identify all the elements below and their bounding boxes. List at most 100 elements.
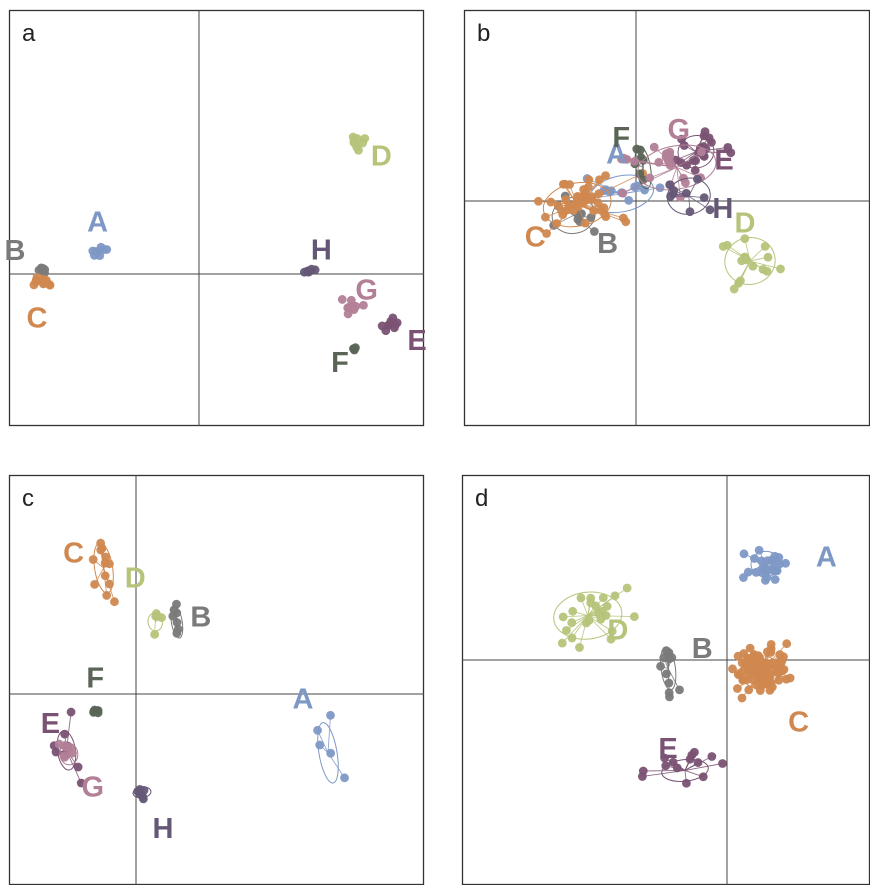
data-point bbox=[90, 251, 99, 260]
data-point bbox=[762, 573, 772, 582]
data-point bbox=[349, 344, 358, 353]
data-point bbox=[699, 193, 709, 203]
data-point bbox=[728, 664, 737, 674]
data-point bbox=[745, 643, 755, 653]
group-B bbox=[168, 599, 184, 639]
data-point bbox=[110, 597, 119, 607]
data-point bbox=[785, 673, 795, 683]
data-point bbox=[101, 552, 111, 562]
group-G bbox=[54, 739, 79, 766]
group-label: A bbox=[606, 138, 627, 170]
group-label: D bbox=[607, 614, 628, 646]
group-label: C bbox=[27, 303, 48, 335]
group-A bbox=[88, 242, 112, 261]
data-point bbox=[764, 662, 773, 672]
data-point bbox=[677, 134, 686, 144]
data-point bbox=[740, 252, 750, 262]
group-label: F bbox=[612, 122, 630, 154]
data-point bbox=[733, 670, 743, 679]
data-point bbox=[172, 618, 182, 627]
data-point bbox=[700, 127, 710, 137]
data-point bbox=[697, 147, 706, 157]
data-point bbox=[681, 188, 691, 198]
data-point bbox=[637, 772, 647, 781]
data-point bbox=[552, 219, 562, 228]
data-point bbox=[754, 659, 764, 669]
data-point bbox=[781, 558, 791, 568]
data-point bbox=[573, 214, 583, 224]
data-point bbox=[346, 295, 356, 305]
data-point bbox=[776, 656, 786, 666]
data-point bbox=[760, 241, 770, 251]
data-point bbox=[390, 320, 400, 330]
group-label: H bbox=[712, 193, 733, 225]
group-B bbox=[656, 646, 684, 702]
group-C bbox=[88, 538, 119, 607]
data-point bbox=[150, 629, 160, 639]
data-point bbox=[622, 583, 632, 593]
data-point bbox=[96, 538, 106, 548]
group-label: H bbox=[153, 813, 174, 845]
data-point bbox=[681, 778, 691, 788]
group-label: D bbox=[371, 141, 392, 173]
data-point bbox=[313, 725, 322, 735]
data-point bbox=[632, 144, 642, 154]
group-label: B bbox=[597, 228, 618, 260]
data-point bbox=[754, 676, 763, 686]
data-point bbox=[763, 252, 773, 262]
data-point bbox=[598, 593, 608, 603]
group-label: A bbox=[87, 207, 108, 239]
data-point bbox=[73, 762, 83, 772]
data-point bbox=[151, 611, 161, 621]
panel-letter: a bbox=[22, 20, 36, 47]
data-point bbox=[618, 188, 628, 198]
group-H bbox=[132, 785, 152, 804]
panel-c: c A B C D EF G H bbox=[8, 474, 425, 885]
data-point bbox=[718, 759, 727, 768]
data-point bbox=[567, 633, 577, 643]
data-point bbox=[675, 685, 684, 695]
data-point bbox=[104, 559, 114, 569]
data-point bbox=[774, 675, 784, 685]
data-point bbox=[65, 743, 75, 753]
data-point bbox=[693, 174, 702, 184]
star-line bbox=[676, 151, 702, 168]
data-point bbox=[599, 203, 609, 213]
data-point bbox=[66, 707, 76, 717]
group-D bbox=[348, 132, 370, 155]
data-point bbox=[679, 173, 688, 183]
data-point bbox=[630, 156, 639, 166]
data-point bbox=[718, 242, 728, 251]
data-point bbox=[542, 229, 551, 238]
confidence-ellipse bbox=[677, 135, 715, 169]
group-label: F bbox=[331, 347, 349, 379]
data-point bbox=[587, 192, 597, 202]
data-point bbox=[705, 205, 715, 215]
data-point bbox=[601, 171, 610, 180]
star-line bbox=[749, 260, 781, 270]
group-F bbox=[349, 343, 360, 355]
group-H bbox=[665, 174, 715, 217]
data-point bbox=[169, 605, 179, 615]
data-point bbox=[584, 615, 594, 625]
data-point bbox=[748, 261, 758, 271]
data-point bbox=[685, 207, 695, 217]
data-point bbox=[105, 579, 114, 589]
group-E bbox=[637, 747, 727, 788]
data-point bbox=[664, 678, 674, 688]
data-point bbox=[782, 639, 792, 649]
data-point bbox=[595, 175, 604, 185]
data-point bbox=[326, 748, 336, 758]
data-point bbox=[737, 693, 747, 703]
data-point bbox=[567, 618, 577, 627]
group-label: B bbox=[692, 633, 713, 665]
data-point bbox=[32, 272, 42, 282]
data-point bbox=[89, 708, 98, 717]
data-point bbox=[565, 180, 574, 189]
data-point bbox=[139, 785, 149, 795]
data-point bbox=[687, 750, 697, 760]
data-point bbox=[770, 566, 779, 576]
data-point bbox=[586, 213, 596, 222]
data-point bbox=[707, 752, 717, 761]
data-point bbox=[569, 206, 578, 215]
